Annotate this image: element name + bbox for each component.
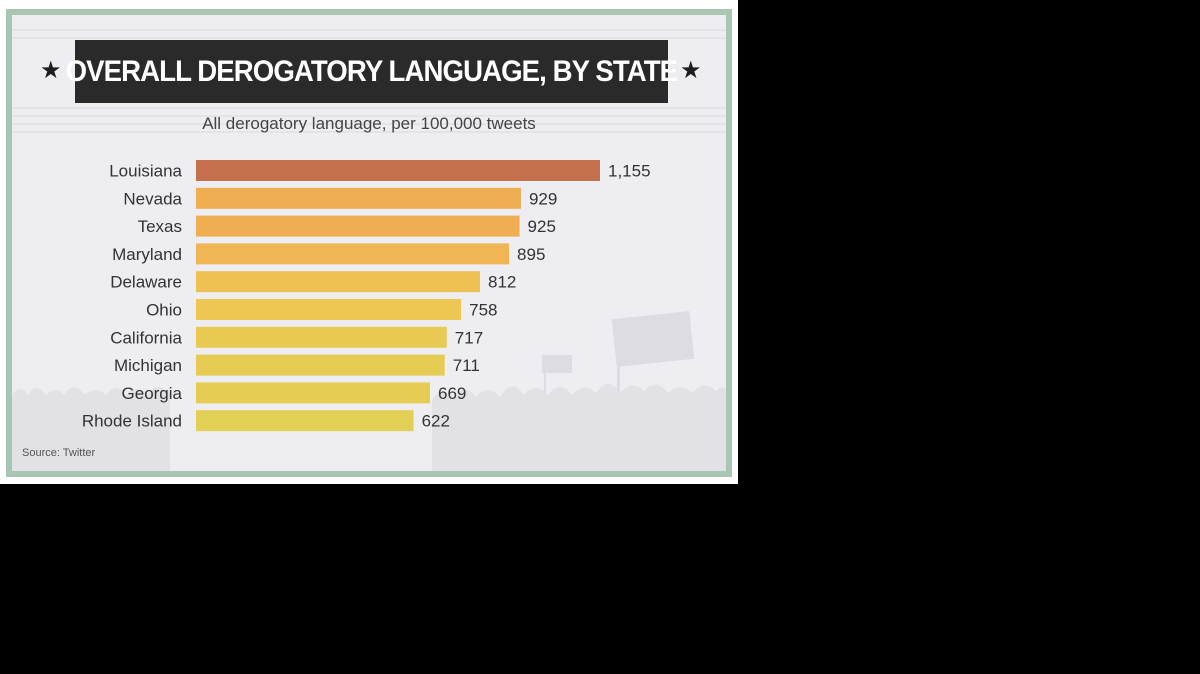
category-label: Ohio xyxy=(146,301,182,320)
infographic-card: Louisiana 1,155 Nevada 929 Texas 925 Maryland 8… xyxy=(0,0,738,484)
bar xyxy=(196,326,447,348)
crowd-silhouette xyxy=(12,311,726,471)
chart-subtitle: All derogatory language, per 100,000 twe… xyxy=(202,114,536,133)
bar xyxy=(196,354,445,376)
value-label: 929 xyxy=(529,189,557,208)
bar xyxy=(196,215,520,237)
value-label: 812 xyxy=(488,273,516,292)
category-label: Rhode Island xyxy=(82,412,182,431)
bar xyxy=(196,382,431,404)
category-label: Nevada xyxy=(123,189,182,208)
bar xyxy=(196,243,510,265)
chart-frame: Louisiana 1,155 Nevada 929 Texas 925 Maryland 8… xyxy=(6,9,732,477)
chart-title: OVERALL DEROGATORY LANGUAGE, BY STATE xyxy=(65,54,678,88)
value-label: 622 xyxy=(422,412,450,431)
category-label: Delaware xyxy=(110,273,182,292)
bar xyxy=(196,160,600,181)
category-label: Michigan xyxy=(114,356,182,375)
star-icon-right: ★ xyxy=(680,57,702,84)
bar-chart: Louisiana 1,155 Nevada 929 Texas 925 Maryland 8… xyxy=(12,29,726,471)
bar xyxy=(196,271,481,293)
value-label: 895 xyxy=(517,245,545,264)
title-banner: OVERALL DEROGATORY LANGUAGE, BY STATE xyxy=(66,40,678,103)
bar xyxy=(196,187,521,209)
category-label: Texas xyxy=(138,217,182,236)
value-label: 1,155 xyxy=(608,162,651,181)
background-stripes xyxy=(12,29,726,133)
bar xyxy=(196,299,462,320)
star-icon-left: ★ xyxy=(40,57,62,84)
source-note: Source: Twitter xyxy=(22,447,96,459)
category-label: Georgia xyxy=(122,384,183,403)
value-label: 925 xyxy=(528,217,556,236)
value-label: 669 xyxy=(438,384,466,403)
category-label: California xyxy=(110,328,182,347)
value-label: 717 xyxy=(455,328,483,347)
value-label: 758 xyxy=(469,301,497,320)
value-label: 711 xyxy=(453,356,480,375)
category-label: Louisiana xyxy=(109,162,182,181)
bar xyxy=(196,410,414,432)
category-label: Maryland xyxy=(112,245,182,264)
